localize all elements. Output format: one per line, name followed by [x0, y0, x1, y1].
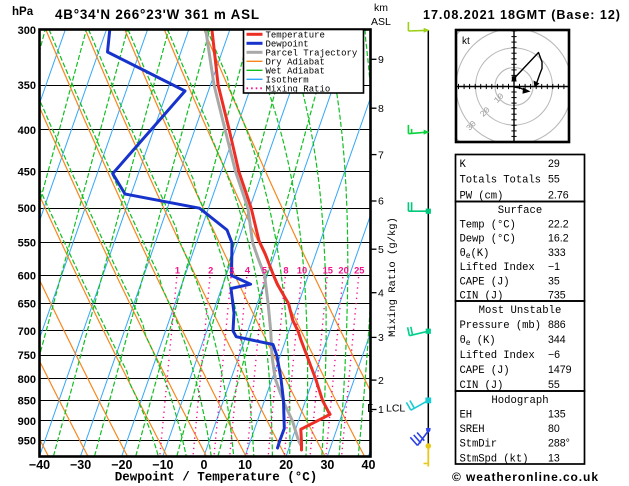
svg-text:600: 600 [18, 271, 36, 283]
svg-text:−40: −40 [29, 458, 50, 472]
svg-text:Wet Adiabat: Wet Adiabat [266, 67, 325, 77]
svg-text:CIN (J): CIN (J) [460, 380, 504, 392]
svg-text:22.2: 22.2 [548, 218, 569, 230]
svg-text:−30: −30 [70, 458, 91, 472]
svg-text:K: K [460, 159, 467, 171]
svg-text:hPa: hPa [12, 6, 34, 18]
svg-text:Dewpoint / Temperature (°C): Dewpoint / Temperature (°C) [115, 471, 318, 485]
svg-text:1: 1 [378, 404, 384, 416]
svg-text:3: 3 [229, 266, 234, 276]
svg-text:15: 15 [323, 266, 333, 276]
svg-text:Lifted Index: Lifted Index [460, 350, 535, 362]
svg-text:km: km [374, 2, 388, 14]
svg-text:20: 20 [279, 458, 293, 472]
svg-text:650: 650 [18, 299, 36, 311]
svg-text:9: 9 [378, 54, 384, 66]
svg-text:2: 2 [208, 266, 213, 276]
svg-text:2: 2 [378, 375, 384, 387]
svg-text:Hodograph: Hodograph [491, 395, 548, 407]
svg-text:CIN (J): CIN (J) [460, 291, 504, 303]
svg-text:4B°34'N 266°23'W 361 m ASL: 4B°34'N 266°23'W 361 m ASL [55, 7, 259, 22]
svg-text:StmSpd (kt): StmSpd (kt) [460, 453, 529, 465]
svg-text:PW (cm): PW (cm) [460, 190, 504, 202]
svg-text:400: 400 [18, 125, 36, 137]
svg-text:55: 55 [548, 174, 560, 186]
svg-text:0: 0 [201, 458, 208, 472]
svg-text:Surface: Surface [498, 205, 543, 217]
svg-text:Parcel Trajectory: Parcel Trajectory [266, 49, 358, 59]
svg-text:344: 344 [548, 334, 566, 346]
svg-text:Lifted Index: Lifted Index [460, 262, 535, 274]
svg-text:17.08.2021 18GMT (Base: 12): 17.08.2021 18GMT (Base: 12) [423, 8, 620, 22]
svg-text:Isotherm: Isotherm [266, 76, 309, 86]
svg-text:−20: −20 [111, 458, 132, 472]
svg-text:550: 550 [18, 238, 36, 250]
svg-text:Totals Totals: Totals Totals [460, 175, 541, 187]
svg-text:Mixing Ratio (g/kg): Mixing Ratio (g/kg) [387, 217, 399, 337]
svg-text:1: 1 [175, 266, 180, 276]
svg-text:EH: EH [460, 410, 473, 422]
svg-text:Temp (°C): Temp (°C) [460, 219, 516, 231]
svg-text:Dry Adiabat: Dry Adiabat [266, 58, 325, 68]
svg-text:Mixing Ratio: Mixing Ratio [266, 85, 331, 95]
svg-text:8: 8 [283, 266, 288, 276]
svg-text:333: 333 [548, 247, 566, 259]
svg-text:−6: −6 [548, 349, 560, 361]
svg-text:SREH: SREH [460, 424, 485, 436]
svg-text:450: 450 [18, 166, 36, 178]
svg-text:5: 5 [262, 266, 267, 276]
svg-text:30: 30 [320, 458, 334, 472]
svg-text:CAPE (J): CAPE (J) [460, 365, 510, 377]
svg-text:Dewp (°C): Dewp (°C) [460, 234, 516, 246]
svg-text:8: 8 [378, 103, 384, 115]
svg-text:3: 3 [378, 332, 384, 344]
svg-text:800: 800 [18, 374, 36, 386]
svg-text:16.2: 16.2 [548, 233, 569, 245]
svg-text:−10: −10 [152, 458, 173, 472]
svg-text:735: 735 [548, 290, 566, 302]
svg-text:350: 350 [18, 80, 36, 92]
svg-text:10: 10 [297, 266, 307, 276]
svg-text:LCL: LCL [386, 403, 405, 415]
svg-text:StmDir: StmDir [460, 439, 498, 451]
svg-text:80: 80 [548, 423, 560, 435]
svg-text:θe (K): θe (K) [460, 335, 496, 348]
svg-text:4: 4 [245, 266, 251, 276]
svg-text:kt: kt [462, 36, 470, 47]
svg-text:288°: 288° [548, 438, 570, 450]
svg-text:135: 135 [548, 409, 566, 421]
svg-text:θe(K): θe(K) [460, 248, 490, 261]
svg-text:886: 886 [548, 319, 566, 331]
svg-text:20: 20 [338, 266, 348, 276]
svg-text:10: 10 [238, 458, 252, 472]
svg-text:5: 5 [378, 244, 384, 256]
svg-text:7: 7 [378, 149, 384, 161]
svg-text:Temperature: Temperature [266, 31, 325, 41]
svg-text:Most Unstable: Most Unstable [479, 305, 562, 317]
svg-text:850: 850 [18, 396, 36, 408]
svg-text:6: 6 [378, 196, 384, 208]
svg-text:750: 750 [18, 350, 36, 362]
svg-text:900: 900 [18, 416, 36, 428]
svg-text:CAPE (J): CAPE (J) [460, 276, 510, 288]
svg-text:2.76: 2.76 [548, 189, 569, 201]
svg-text:Dewpoint: Dewpoint [266, 40, 309, 50]
svg-text:13: 13 [548, 452, 560, 464]
svg-text:29: 29 [548, 158, 560, 170]
svg-text:25: 25 [354, 266, 364, 276]
svg-text:700: 700 [18, 326, 36, 338]
svg-text:ASL: ASL [371, 16, 391, 28]
svg-text:−1: −1 [548, 261, 560, 273]
svg-text:950: 950 [18, 435, 36, 447]
svg-text:500: 500 [18, 203, 36, 215]
svg-text:35: 35 [548, 275, 560, 287]
svg-text:4: 4 [378, 287, 384, 299]
svg-text:1479: 1479 [548, 364, 572, 376]
svg-text:300: 300 [18, 25, 36, 37]
svg-text:40: 40 [362, 458, 376, 472]
svg-text:© weatheronline.co.uk: © weatheronline.co.uk [452, 470, 598, 484]
svg-text:55: 55 [548, 379, 560, 391]
svg-text:Pressure (mb): Pressure (mb) [460, 320, 541, 332]
